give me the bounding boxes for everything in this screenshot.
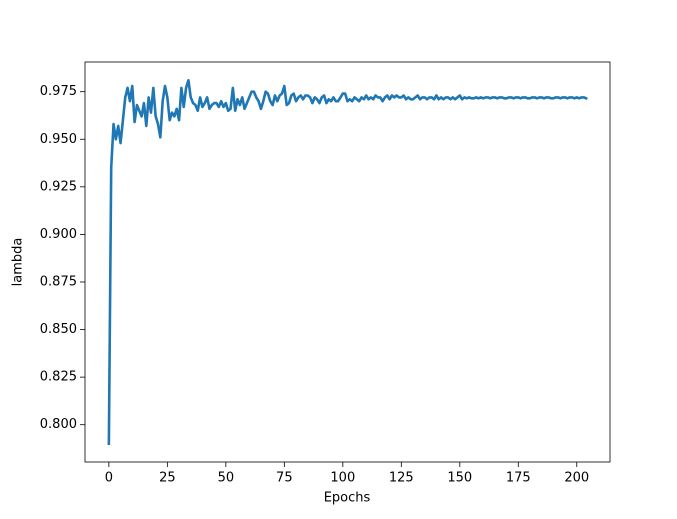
y-tick-label: 0.850 bbox=[40, 322, 77, 337]
y-tick-label: 0.900 bbox=[40, 227, 77, 242]
x-tick-label: 50 bbox=[218, 471, 235, 486]
y-tick-label: 0.875 bbox=[40, 274, 77, 289]
x-tick-label: 0 bbox=[105, 471, 113, 486]
y-tick-label: 0.975 bbox=[40, 84, 77, 99]
y-tick-label: 0.800 bbox=[40, 417, 77, 432]
x-tick-label: 125 bbox=[389, 471, 414, 486]
x-tick-label: 175 bbox=[506, 471, 531, 486]
x-tick-label: 150 bbox=[447, 471, 472, 486]
x-axis-label: Epochs bbox=[324, 491, 371, 506]
x-tick-label: 100 bbox=[330, 471, 355, 486]
x-tick-label: 75 bbox=[276, 471, 293, 486]
plot-frame bbox=[84, 61, 611, 463]
x-tick-label: 25 bbox=[159, 471, 176, 486]
y-tick-label: 0.925 bbox=[40, 179, 77, 194]
y-tick-label: 0.950 bbox=[40, 132, 77, 147]
y-tick-label: 0.825 bbox=[40, 370, 77, 385]
data-line bbox=[107, 78, 588, 446]
x-tick-label: 200 bbox=[564, 471, 589, 486]
y-axis-label: lambda bbox=[11, 238, 26, 287]
